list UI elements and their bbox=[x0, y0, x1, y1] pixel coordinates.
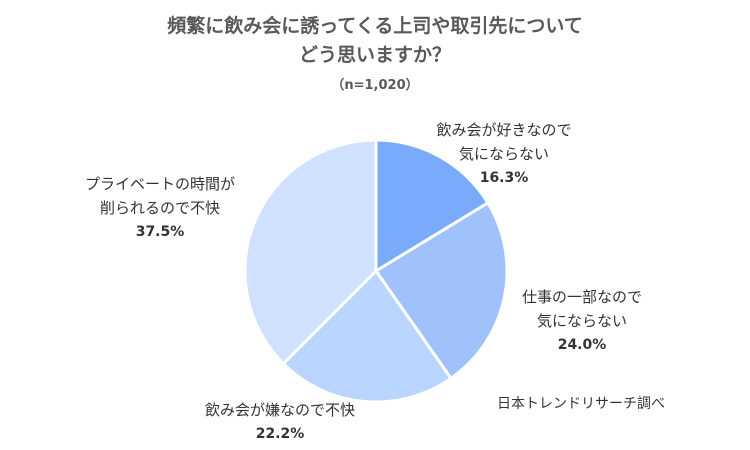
slice-percent: 22.2% bbox=[255, 426, 305, 442]
chart-title-line2: どう思いますか？ bbox=[298, 44, 451, 66]
chart-subtitle: （n=1,020） bbox=[331, 78, 419, 93]
slice-percent: 24.0% bbox=[557, 337, 607, 353]
slice-label-dislike-drinking: 飲み会が嫌なので不快 22.2% bbox=[180, 398, 380, 446]
slice-label-line2: 削られるので不快 bbox=[99, 199, 220, 217]
slice-label-line2: 気にならない bbox=[536, 312, 627, 330]
slice-label-line2: 気にならない bbox=[458, 145, 549, 163]
slice-label-line1: 仕事の一部なので bbox=[521, 288, 642, 306]
slice-label-private-time: プライベートの時間が 削られるので不快 37.5% bbox=[60, 172, 260, 244]
slice-like-drinking bbox=[374, 138, 490, 273]
slice-percent: 37.5% bbox=[135, 224, 185, 240]
slice-dislike-drinking bbox=[281, 269, 453, 404]
slice-label-line1: 飲み会が好きなので bbox=[436, 121, 572, 139]
source-note: 日本トレンドリサーチ調べ bbox=[497, 396, 665, 412]
slice-private-time bbox=[243, 138, 378, 366]
slice-part-of-work bbox=[374, 201, 509, 380]
slice-label-part-of-work: 仕事の一部なので 気にならない 24.0% bbox=[502, 285, 662, 357]
slice-label-line1: 飲み会が嫌なので不快 bbox=[204, 401, 355, 419]
slice-label-line1: プライベートの時間が bbox=[84, 175, 235, 193]
chart-title-line1: 頻繁に飲み会に誘ってくる上司や取引先について bbox=[167, 15, 583, 37]
slice-label-like-drinking: 飲み会が好きなので 気にならない 16.3% bbox=[419, 118, 589, 190]
slice-percent: 16.3% bbox=[479, 170, 529, 186]
